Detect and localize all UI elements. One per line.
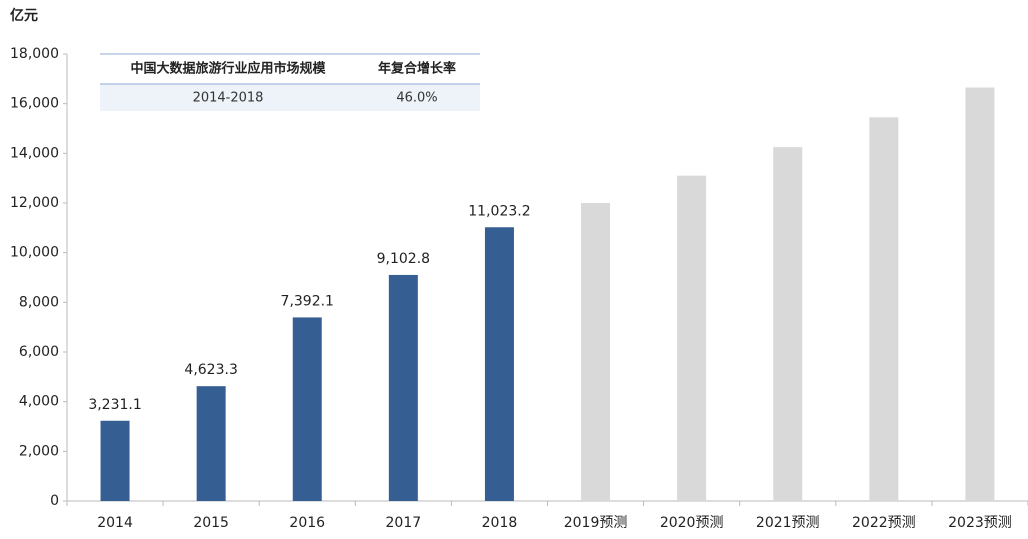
bar <box>100 420 130 501</box>
x-tick-label: 2016 <box>289 515 325 531</box>
value-label: 3,231.1 <box>88 397 141 413</box>
bar <box>484 227 514 501</box>
bar <box>677 175 707 501</box>
x-tick-label: 2019预测 <box>564 515 628 531</box>
y-tick-label: 10,000 <box>10 245 59 261</box>
table-header: 年复合增长率 <box>378 61 456 77</box>
table-row-bg <box>100 84 480 111</box>
x-tick-label: 2020预测 <box>660 515 724 531</box>
table-cell: 46.0% <box>396 91 437 106</box>
y-tick-label: 18,000 <box>10 46 59 62</box>
table-header: 中国大数据旅游行业应用市场规模 <box>130 61 326 77</box>
y-tick-label: 0 <box>50 493 59 509</box>
x-tick-label: 2015 <box>193 515 229 531</box>
x-tick-label: 2021预测 <box>756 515 820 531</box>
y-tick-label: 4,000 <box>19 394 59 410</box>
bar <box>292 317 322 501</box>
bar <box>388 274 418 501</box>
x-tick-label: 2023预测 <box>948 515 1012 531</box>
table-cell: 2014-2018 <box>193 91 264 106</box>
x-tick-label: 2022预测 <box>852 515 916 531</box>
y-tick-label: 12,000 <box>10 195 59 211</box>
x-tick-label: 2014 <box>97 515 133 531</box>
y-tick-label: 2,000 <box>19 443 59 459</box>
bar <box>196 386 226 501</box>
value-label: 11,023.2 <box>468 203 530 219</box>
value-label: 4,623.3 <box>184 362 237 378</box>
bar <box>773 147 803 501</box>
y-tick-label: 8,000 <box>19 294 59 310</box>
value-label: 7,392.1 <box>281 293 334 309</box>
value-label: 9,102.8 <box>377 251 430 267</box>
bar <box>581 203 611 501</box>
x-tick-label: 2018 <box>482 515 518 531</box>
y-tick-label: 14,000 <box>10 145 59 161</box>
bar <box>869 117 899 501</box>
y-tick-label: 6,000 <box>19 344 59 360</box>
bar <box>965 87 995 502</box>
y-axis-unit: 亿元 <box>10 7 38 24</box>
y-tick-label: 16,000 <box>10 96 59 112</box>
x-tick-label: 2017 <box>386 515 422 531</box>
